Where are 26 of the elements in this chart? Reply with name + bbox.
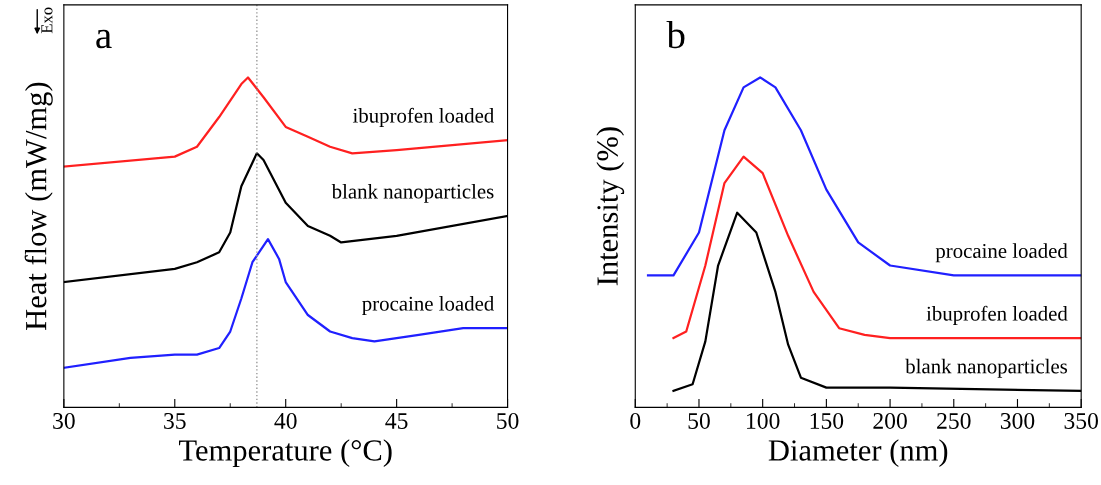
x-tick-label: 50 [688, 412, 710, 429]
series-label: procaine loaded [362, 296, 494, 316]
x-tick-label: 35 [164, 413, 186, 429]
text: Exo [41, 7, 53, 34]
chart-title: b [666, 20, 685, 49]
series-label: blank nanoparticles [331, 183, 494, 203]
series-label: ibuprofen loaded [352, 107, 494, 127]
x-tick-label: 45 [385, 413, 408, 429]
series-label: ibuprofen loaded [926, 305, 1068, 325]
x-tick-label: 300 [1000, 412, 1035, 429]
x-tick-label: 50 [497, 412, 519, 429]
chart-title: a [96, 29, 112, 49]
y-axis-title: Heat flow (mW/mg) [24, 82, 53, 330]
x-tick-label: 30 [53, 412, 75, 429]
x-axis-title: Temperature (°C) [179, 439, 392, 467]
x-tick-label: 350 [1064, 412, 1098, 429]
x-tick-label: 100 [747, 412, 780, 429]
x-tick-label: 150 [810, 412, 844, 429]
y-axis-title: Intensity (%) [596, 127, 625, 286]
x-tick-label: 200 [873, 412, 907, 429]
x-axis-title: Diameter (nm) [768, 439, 948, 467]
x-tick-label: 0 [630, 412, 641, 429]
series-label: blank nanoparticles [905, 358, 1068, 378]
x-tick-label: 40 [274, 412, 297, 429]
series-label: procaine loaded [935, 243, 1068, 263]
x-tick-label: 250 [937, 412, 971, 429]
